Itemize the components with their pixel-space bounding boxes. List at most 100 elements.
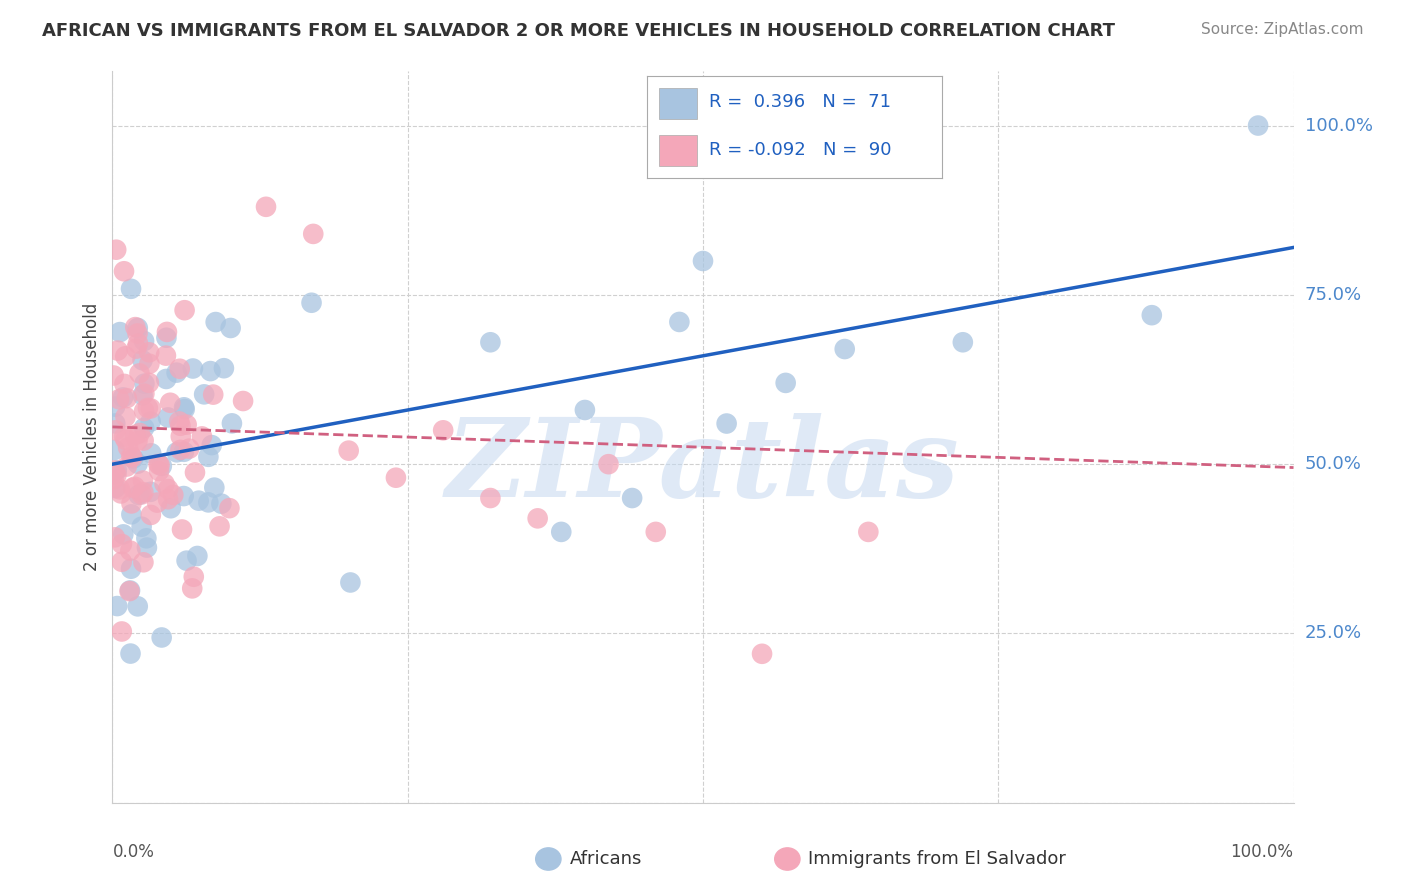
Y-axis label: 2 or more Vehicles in Household: 2 or more Vehicles in Household <box>83 303 101 571</box>
Point <box>148 457 170 471</box>
Point <box>181 582 204 596</box>
Point <box>692 254 714 268</box>
Point <box>138 345 160 359</box>
Point <box>128 367 150 381</box>
Point <box>134 404 156 418</box>
Point <box>184 466 207 480</box>
Point <box>173 489 195 503</box>
Point <box>134 376 156 391</box>
Point <box>120 508 142 522</box>
Point <box>166 445 188 459</box>
Point <box>121 481 143 495</box>
Text: AFRICAN VS IMMIGRANTS FROM EL SALVADOR 2 OR MORE VEHICLES IN HOUSEHOLD CORRELATI: AFRICAN VS IMMIGRANTS FROM EL SALVADOR 2… <box>42 22 1115 40</box>
Point <box>112 429 135 443</box>
Point <box>155 331 177 345</box>
Point <box>169 361 191 376</box>
Point <box>139 484 162 499</box>
Point <box>132 421 155 435</box>
Bar <box>658 88 697 119</box>
Point <box>201 438 224 452</box>
Point <box>112 527 135 541</box>
Point <box>302 227 325 241</box>
Point <box>128 425 150 440</box>
Point <box>104 442 127 457</box>
Point <box>104 417 127 431</box>
Point <box>111 537 134 551</box>
Point <box>621 491 644 505</box>
Point <box>132 334 155 348</box>
Point <box>232 394 254 409</box>
Point <box>157 482 180 496</box>
Point <box>120 543 142 558</box>
Point <box>118 583 141 598</box>
Point <box>138 376 160 390</box>
Point <box>132 434 155 448</box>
Point <box>197 450 219 464</box>
Point <box>339 575 361 590</box>
Point <box>105 463 128 477</box>
Point <box>170 523 193 537</box>
Text: ZIPatlas: ZIPatlas <box>446 413 960 520</box>
Point <box>1247 119 1270 133</box>
Point <box>193 387 215 401</box>
Point <box>212 361 235 376</box>
Point <box>200 364 222 378</box>
Point <box>131 388 153 402</box>
Point <box>112 376 135 391</box>
Point <box>169 418 191 433</box>
Point <box>598 457 620 471</box>
Point <box>121 450 143 465</box>
Point <box>104 400 127 414</box>
Point <box>122 451 145 466</box>
Point <box>124 320 146 334</box>
Point <box>149 458 172 473</box>
Point <box>114 349 136 363</box>
Point <box>114 433 136 447</box>
Point <box>139 508 162 522</box>
Point <box>219 321 242 335</box>
Point <box>432 423 454 437</box>
Point <box>120 449 142 463</box>
Point <box>858 524 880 539</box>
Point <box>385 471 408 485</box>
Point <box>131 487 153 501</box>
Point <box>132 485 155 500</box>
Bar <box>658 136 697 166</box>
Point <box>644 524 666 539</box>
Point <box>141 446 163 460</box>
Point <box>103 463 125 477</box>
Point <box>120 562 142 576</box>
Point <box>550 524 572 539</box>
Point <box>191 429 214 443</box>
Text: 100.0%: 100.0% <box>1305 117 1372 135</box>
Text: Immigrants from El Salvador: Immigrants from El Salvador <box>808 850 1066 868</box>
Point <box>139 415 162 429</box>
Point <box>187 493 209 508</box>
Point <box>131 353 153 368</box>
Point <box>218 501 240 516</box>
Point <box>176 417 198 432</box>
Point <box>775 376 797 390</box>
Point <box>167 414 190 428</box>
Point <box>104 481 127 495</box>
Point <box>108 325 131 339</box>
Point <box>156 325 179 339</box>
Point <box>104 423 127 437</box>
Point <box>114 409 136 424</box>
Point <box>108 392 131 407</box>
Point <box>526 511 548 525</box>
Point <box>139 401 162 416</box>
Point <box>127 457 149 471</box>
Point <box>716 417 738 431</box>
Point <box>146 495 169 509</box>
Point <box>209 497 232 511</box>
Text: 0.0%: 0.0% <box>112 843 155 861</box>
Point <box>105 599 128 613</box>
Point <box>479 491 502 505</box>
Point <box>166 366 188 380</box>
Point <box>173 401 195 415</box>
Text: 100.0%: 100.0% <box>1230 843 1294 861</box>
Text: R = -0.092   N =  90: R = -0.092 N = 90 <box>709 141 891 159</box>
Point <box>108 483 131 497</box>
Point <box>751 647 773 661</box>
